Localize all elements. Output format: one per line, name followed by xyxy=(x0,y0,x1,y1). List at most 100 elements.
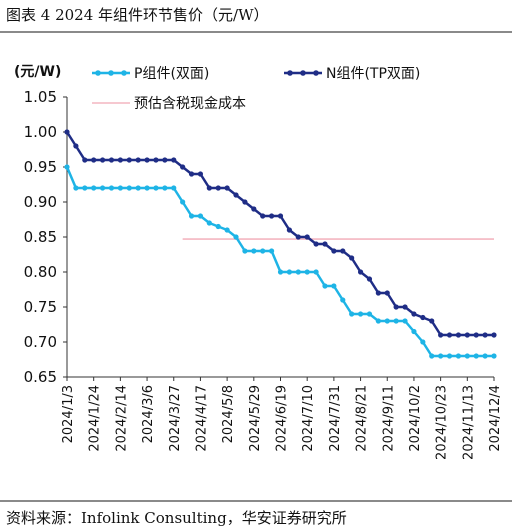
data-point-p-module xyxy=(464,353,470,359)
data-point-p-module xyxy=(233,234,239,240)
y-tick-label: 1.05 xyxy=(24,88,57,106)
data-point-n-module xyxy=(171,157,177,163)
x-tick-label: 2024/2/14 xyxy=(114,385,129,452)
data-point-p-module xyxy=(82,185,88,191)
legend-p-module-marker xyxy=(121,70,127,76)
data-point-n-module xyxy=(402,304,408,310)
data-point-n-module xyxy=(438,332,444,338)
data-point-n-module xyxy=(411,311,417,317)
data-point-p-module xyxy=(269,248,275,254)
data-point-p-module xyxy=(313,269,319,275)
chart-legend: P组件(双面) N组件(TP双面) 预估含税现金成本 xyxy=(92,66,420,112)
data-point-p-module xyxy=(420,339,426,345)
data-point-n-module xyxy=(126,157,132,163)
source-divider xyxy=(0,500,512,502)
data-point-p-module xyxy=(260,248,266,254)
series-layer xyxy=(64,129,497,359)
y-tick-label: 0.85 xyxy=(24,228,57,246)
data-point-n-module xyxy=(197,171,204,177)
data-point-n-module xyxy=(251,206,257,212)
figure-title: 图表 4 2024 年组件环节售价（元/W） xyxy=(6,6,269,24)
data-point-n-module xyxy=(215,185,221,191)
legend-p-module-marker xyxy=(95,70,101,76)
data-point-p-module xyxy=(286,269,292,275)
data-point-n-module xyxy=(286,227,292,233)
data-point-n-module xyxy=(349,255,355,261)
legend-p-module-label: P组件(双面) xyxy=(134,66,209,82)
legend-p-module-marker xyxy=(108,70,114,76)
x-tick-label: 2024/10/23 xyxy=(435,385,450,460)
data-point-p-module xyxy=(171,185,177,191)
x-tick-label: 2024/4/17 xyxy=(194,385,209,452)
data-point-n-module xyxy=(188,171,195,177)
data-point-p-module xyxy=(126,185,132,191)
legend-n-module-marker xyxy=(313,70,319,76)
data-point-n-module xyxy=(277,213,284,219)
data-point-p-module xyxy=(99,185,106,191)
legend-reference-label: 预估含税现金成本 xyxy=(134,96,246,112)
data-point-p-module xyxy=(73,185,79,191)
series-line-n-module xyxy=(65,131,494,337)
data-point-p-module xyxy=(206,220,212,226)
data-point-p-module xyxy=(117,185,123,191)
x-tick-label: 2024/6/19 xyxy=(275,385,290,452)
data-point-p-module xyxy=(455,353,462,359)
data-point-n-module xyxy=(64,129,70,135)
data-point-n-module xyxy=(322,241,328,247)
data-point-p-module xyxy=(108,185,115,191)
data-point-n-module xyxy=(180,164,186,170)
data-point-p-module xyxy=(295,269,301,275)
source-note: 资料来源：Infolink Consulting，华安证券研究所 xyxy=(6,509,347,527)
chart-axes: (元/W) 1.05 1.00 0.95 0.90 0.85 0.80 0.75 0.70 0.6… xyxy=(14,64,503,460)
y-tick-label: 0.90 xyxy=(24,193,57,211)
data-point-p-module xyxy=(153,185,159,191)
data-point-n-module xyxy=(82,157,88,163)
x-tick-label: 2024/3/27 xyxy=(168,385,183,452)
x-tick-label: 2024/5/29 xyxy=(248,385,263,452)
data-point-n-module xyxy=(375,290,381,296)
data-point-p-module xyxy=(375,318,381,324)
x-tick-label: 2024/12/4 xyxy=(488,385,503,452)
series-line-p-module xyxy=(65,166,494,358)
data-point-n-module xyxy=(91,157,97,163)
data-point-p-module xyxy=(215,223,221,230)
data-point-n-module xyxy=(233,192,239,198)
data-point-p-module xyxy=(438,353,444,359)
data-point-p-module xyxy=(277,269,284,275)
x-tick-label: 2024/8/21 xyxy=(355,385,370,452)
legend-n-module-label: N组件(TP双面) xyxy=(326,66,420,82)
data-point-n-module xyxy=(384,290,390,296)
data-point-p-module xyxy=(224,227,230,233)
data-point-p-module xyxy=(322,283,328,289)
data-point-p-module xyxy=(331,283,337,289)
data-point-n-module xyxy=(446,332,453,338)
data-point-n-module xyxy=(144,157,150,163)
data-point-p-module xyxy=(349,311,355,317)
x-tick-label: 2024/7/31 xyxy=(328,385,343,452)
data-point-n-module xyxy=(455,332,462,338)
data-point-p-module xyxy=(162,185,168,191)
x-tick-label: 2024/5/8 xyxy=(221,385,236,443)
price-line-chart: (元/W) 1.05 1.00 0.95 0.90 0.85 0.80 0.75 0.70 0.6… xyxy=(14,64,503,460)
data-point-p-module xyxy=(242,248,248,254)
data-point-n-module xyxy=(108,157,115,163)
data-point-n-module xyxy=(393,304,399,310)
data-point-p-module xyxy=(91,185,97,191)
data-point-n-module xyxy=(340,248,346,254)
data-point-p-module xyxy=(446,353,453,359)
data-point-n-module xyxy=(482,332,488,338)
data-point-n-module xyxy=(295,234,301,240)
y-tick-label: 0.75 xyxy=(24,298,57,316)
x-tick-label: 2024/1/3 xyxy=(61,385,76,443)
data-point-p-module xyxy=(304,269,310,275)
legend-n-module-marker xyxy=(300,70,306,76)
y-tick-label: 1.00 xyxy=(24,123,57,141)
x-tick-label: 2024/7/10 xyxy=(301,385,316,452)
data-point-p-module xyxy=(357,311,364,317)
data-point-n-module xyxy=(135,157,141,163)
data-point-p-module xyxy=(197,213,204,219)
legend-n-module-marker xyxy=(287,70,293,76)
x-tick-label: 2024/10/2 xyxy=(408,385,423,452)
data-point-n-module xyxy=(73,143,79,149)
y-tick-label: 0.80 xyxy=(24,263,57,281)
